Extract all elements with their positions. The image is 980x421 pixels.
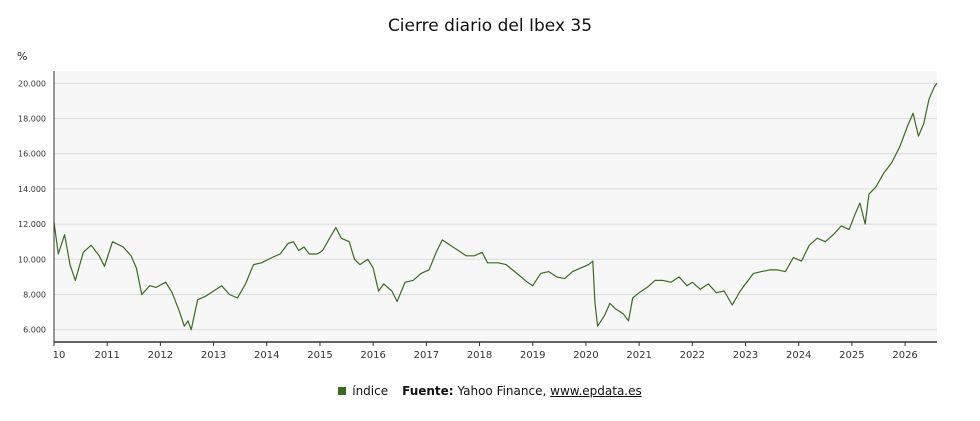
y-tick-label: 12.000 <box>18 220 46 229</box>
x-tick-label: 2017 <box>414 350 439 361</box>
x-tick-label: 2011 <box>94 350 119 361</box>
y-tick-label: 20.000 <box>18 79 46 88</box>
y-tick-label: 18.000 <box>18 115 46 124</box>
x-tick-label: 2026 <box>892 350 917 361</box>
y-tick-label: 14.000 <box>18 185 46 194</box>
x-tick-label: 2016 <box>360 350 385 361</box>
x-tick-label: 2025 <box>839 350 864 361</box>
series-line-indice <box>53 82 938 331</box>
legend-label-indice: índice <box>352 384 389 398</box>
legend-and-source: índice Fuente: Yahoo Finance, www.epdata.… <box>0 384 980 398</box>
x-tick-label: 10 <box>53 350 66 361</box>
plot-background <box>54 71 937 342</box>
y-tick-label: 10.000 <box>18 255 46 264</box>
y-tick-label: 8.000 <box>23 290 46 299</box>
grid-lines <box>54 82 937 331</box>
source-label: Fuente: <box>402 384 454 398</box>
x-tick-label: 2024 <box>786 350 811 361</box>
y-tick-label: 6.000 <box>23 326 46 335</box>
x-tick-label: 2015 <box>307 350 332 361</box>
chart-title: Cierre diario del Ibex 35 <box>387 16 593 36</box>
source-link[interactable]: www.epdata.es <box>550 384 642 398</box>
y-axis-unit-label: % <box>17 50 28 63</box>
x-tick-label: 2018 <box>467 350 492 361</box>
x-tick-label: 2012 <box>148 350 173 361</box>
legend-swatch-indice <box>338 387 347 395</box>
source-text: Yahoo Finance, <box>457 384 547 398</box>
x-tick-label: 2013 <box>201 350 226 361</box>
x-tick-label: 2019 <box>520 350 545 361</box>
y-tick-labels: 6.000 8.000 10.000 12.000 14.000 16.000 18.000… <box>18 79 46 334</box>
x-tick-labels: 10 2011 2012 2013 2014 2015 2016 2017 2018 2019 20… <box>53 342 918 361</box>
x-tick-label: 2021 <box>626 350 651 361</box>
y-tick-label: 16.000 <box>18 150 46 159</box>
x-tick-label: 2020 <box>573 350 598 361</box>
x-tick-label: 2022 <box>680 350 705 361</box>
x-tick-label: 2023 <box>733 350 758 361</box>
x-tick-label: 2014 <box>254 350 279 361</box>
